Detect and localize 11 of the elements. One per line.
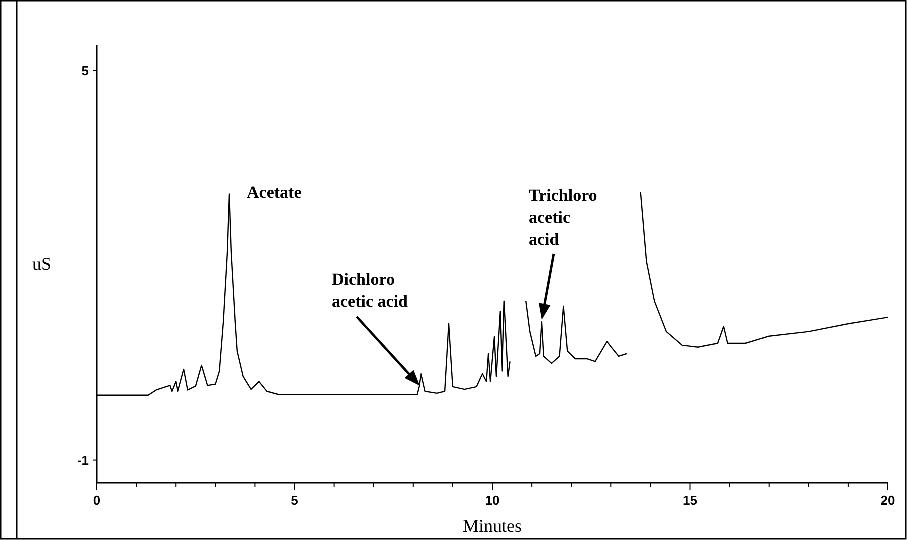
x-tick-label: 15 [683,493,698,508]
annotation: Trichloro acetic acid [529,186,598,249]
x-tick-label: 20 [880,493,896,508]
annotation: Acetate [247,183,302,202]
x-tick-label: 10 [485,493,500,508]
x-axis-title: Minutes [462,516,522,536]
y-tick-label: -1 [77,452,89,468]
x-tick-label: 5 [291,493,298,508]
y-axis-title: uS [32,254,52,274]
annotation: Dichloro acetic acid [332,270,409,311]
x-tick-label: 0 [93,493,101,508]
